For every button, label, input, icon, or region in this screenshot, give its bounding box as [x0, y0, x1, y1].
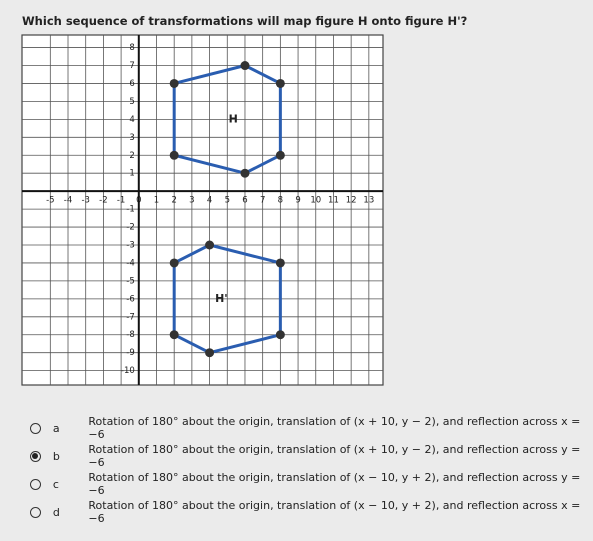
option-text: Rotation of 180° about the origin, trans…: [88, 443, 581, 469]
y-tick-label: 8: [129, 43, 134, 53]
x-tick-label: -5: [46, 196, 54, 206]
x-tick-label: -2: [99, 196, 107, 206]
y-tick-label: -6: [126, 294, 134, 304]
y-tick-label: -8: [126, 330, 134, 340]
x-tick-label: 2: [171, 196, 176, 206]
vertex: [275, 258, 285, 268]
option-text: Rotation of 180° about the origin, trans…: [88, 415, 581, 441]
vertex: [169, 330, 179, 340]
figure-label: H: [229, 112, 238, 125]
x-tick-label: 7: [260, 196, 265, 206]
option[interactable]: c Rotation of 180° about the origin, tran…: [30, 471, 593, 497]
vertex: [169, 78, 179, 88]
radio-button[interactable]: [30, 422, 41, 434]
option[interactable]: a Rotation of 180° about the origin, tran…: [30, 415, 593, 441]
y-tick-label: -9: [126, 348, 134, 358]
vertex: [205, 240, 215, 250]
graph: -5-4-3-2-1012345678910111213-10-9-8-7-6-…: [21, 34, 384, 386]
y-tick-label: -4: [126, 258, 134, 268]
x-tick-label: 10: [310, 196, 321, 206]
x-tick-label: 4: [207, 196, 212, 206]
x-tick-label: 5: [225, 196, 230, 206]
option-letter: b: [52, 449, 60, 463]
x-tick-label: -4: [64, 196, 72, 206]
y-tick-label: 2: [129, 151, 134, 161]
option[interactable]: b Rotation of 180° about the origin, tran…: [30, 443, 593, 469]
y-tick-label: 4: [129, 115, 134, 125]
radio-button[interactable]: [30, 506, 41, 518]
y-tick-label: 7: [129, 61, 134, 71]
x-tick-label: 11: [328, 196, 339, 206]
y-tick-label: -3: [126, 241, 134, 251]
y-tick-label: 6: [129, 79, 134, 89]
x-tick-label: 8: [278, 196, 283, 206]
vertex: [205, 348, 215, 358]
option-letter: c: [52, 477, 59, 491]
radio-button[interactable]: [30, 478, 41, 490]
y-tick-label: -2: [126, 223, 134, 233]
x-tick-label: 13: [363, 196, 374, 206]
y-tick-label: -10: [121, 366, 135, 376]
plot-area: [21, 34, 384, 386]
radio-button[interactable]: [30, 450, 41, 462]
x-tick-label: 9: [295, 196, 300, 206]
vertex: [169, 150, 179, 160]
y-tick-label: 5: [129, 97, 134, 107]
option-text: Rotation of 180° about the origin, trans…: [88, 499, 581, 525]
y-tick-label: 3: [129, 133, 134, 143]
vertex: [240, 168, 250, 178]
option-text: Rotation of 180° about the origin, trans…: [88, 471, 581, 497]
x-tick-label: 12: [346, 196, 357, 206]
vertex: [169, 258, 179, 268]
vertex: [275, 330, 285, 340]
x-tick-label: -1: [117, 196, 125, 206]
y-tick-label: 1: [129, 169, 134, 179]
x-tick-label: 3: [189, 196, 194, 206]
option[interactable]: d Rotation of 180° about the origin, tran…: [30, 499, 593, 525]
y-tick-label: -7: [126, 312, 134, 322]
y-tick-label: -5: [126, 276, 134, 286]
x-tick-label: 6: [242, 196, 247, 206]
question: Which sequence of transformations will m…: [22, 14, 468, 28]
y-tick-label: -1: [126, 205, 134, 215]
x-tick-label: 1: [154, 196, 159, 206]
vertex: [275, 78, 285, 88]
option-letter: d: [52, 505, 60, 519]
option-letter: a: [52, 421, 60, 435]
x-tick-label: -3: [81, 196, 89, 206]
vertex: [240, 61, 250, 71]
vertex: [275, 150, 285, 160]
figure-label: H': [215, 292, 228, 305]
